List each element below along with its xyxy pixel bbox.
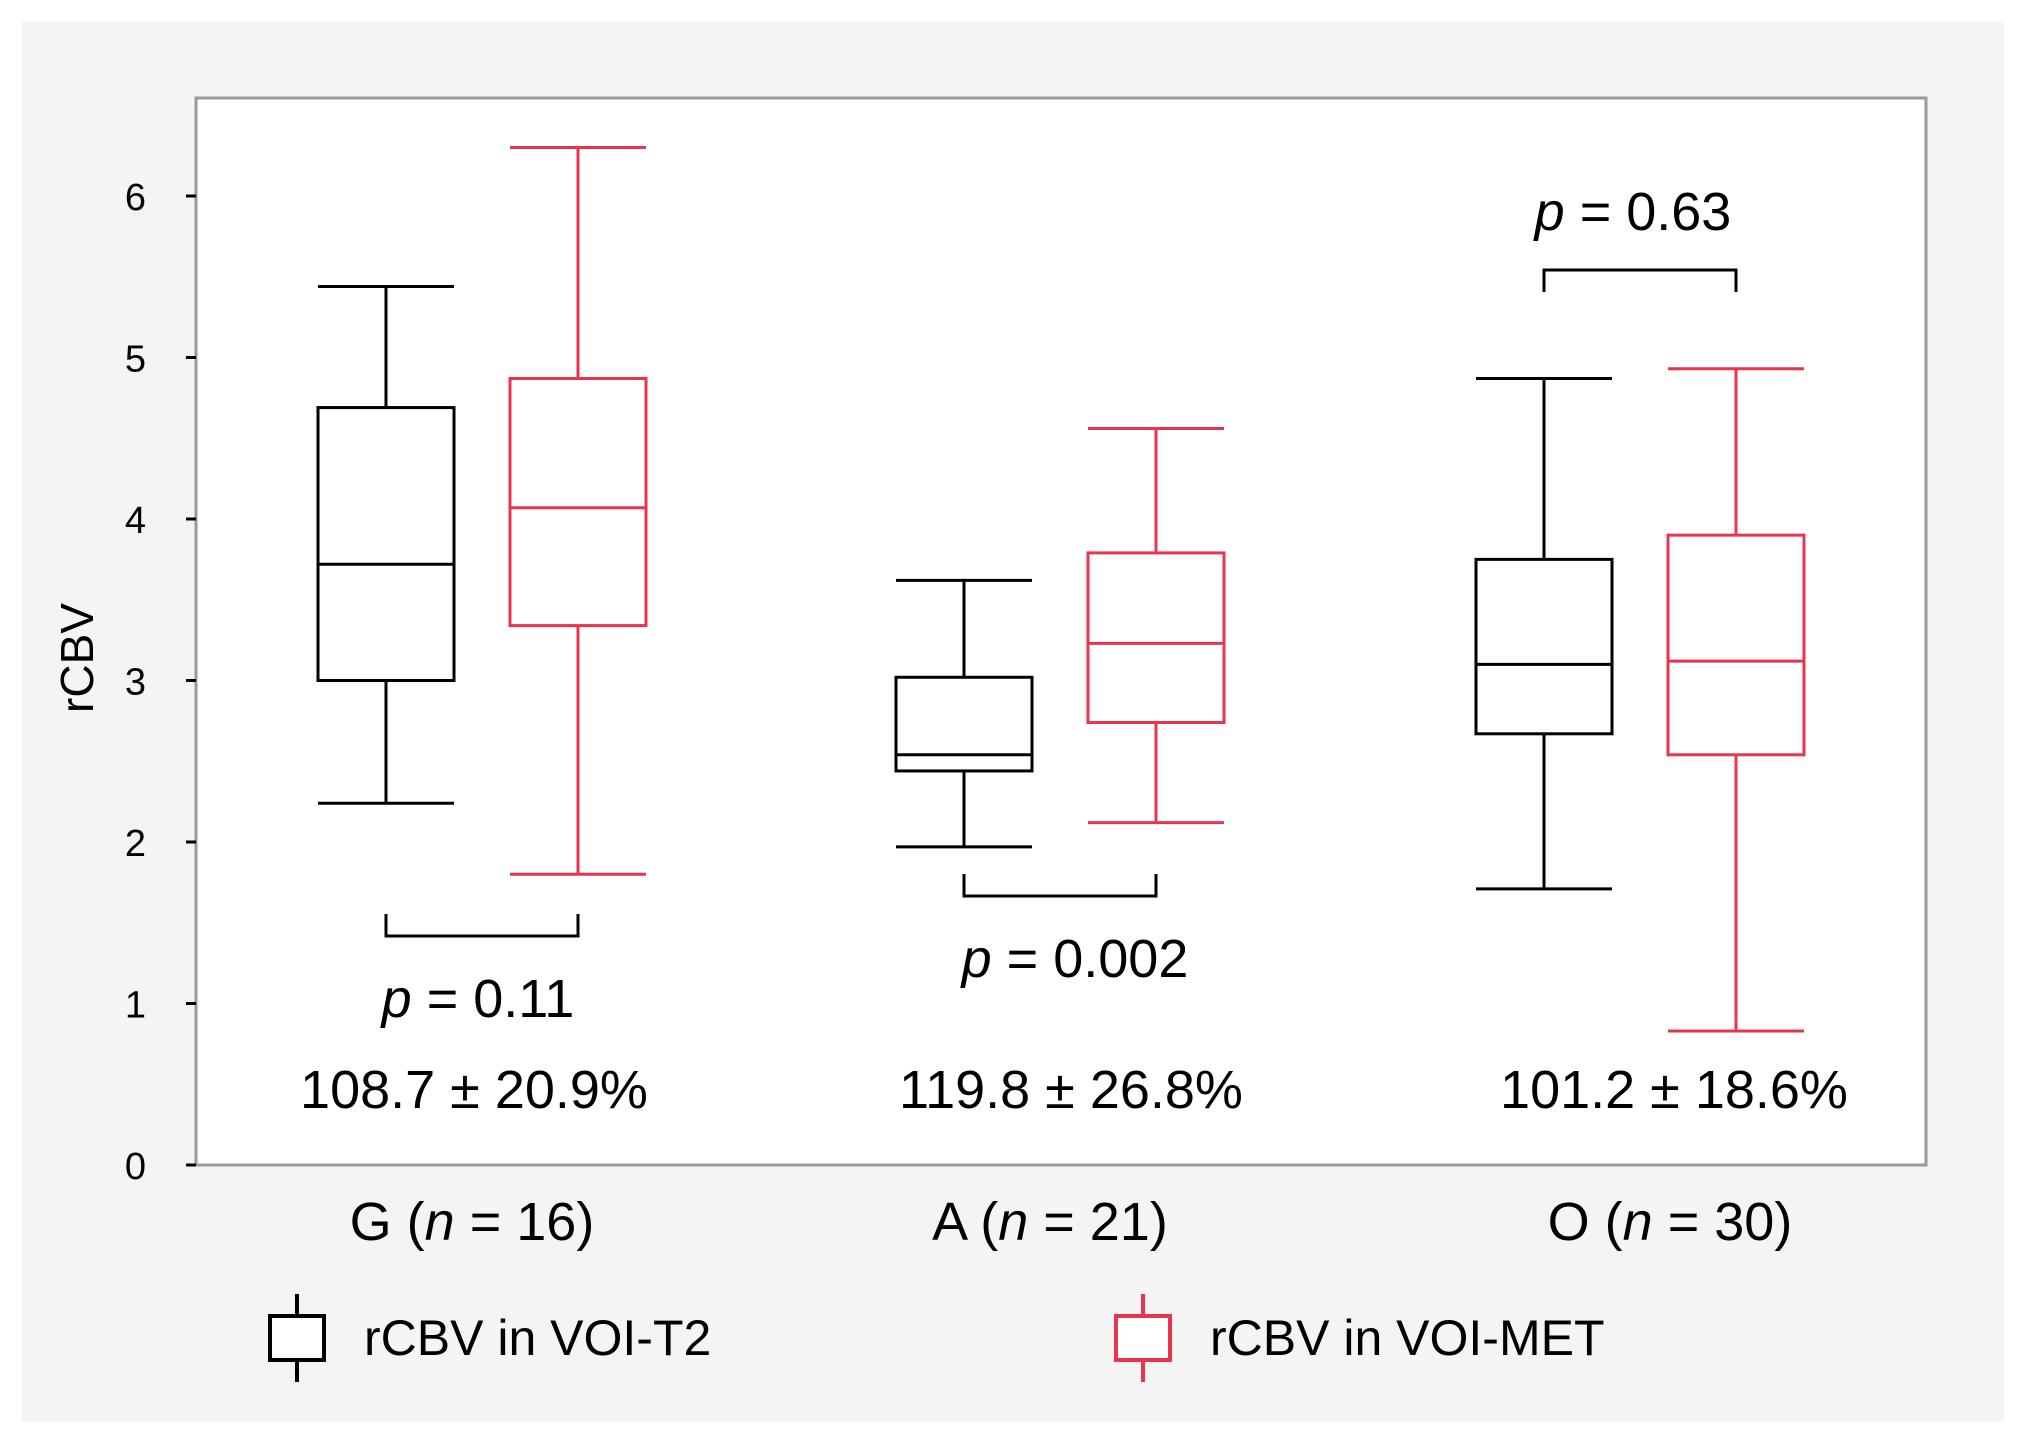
x-category-label-2: O (n = 30) xyxy=(1548,1192,1793,1252)
legend-item-met: rCBV in VOI-MET xyxy=(1114,1294,1604,1382)
box-met-2 xyxy=(1666,367,1806,1033)
y-tick-label-1: 1 xyxy=(125,985,146,1027)
p-value-label-0: p = 0.11 xyxy=(380,969,575,1029)
x-axis-category-labels: G (n = 16) A (n = 21) O (n = 30) xyxy=(350,1192,1793,1252)
p-value-label-2: p = 0.63 xyxy=(1533,182,1732,242)
box-met-0 xyxy=(508,146,648,876)
x-category-label-0: G (n = 16) xyxy=(350,1192,595,1252)
box-t2-1 xyxy=(894,578,1034,849)
box-t2-0 xyxy=(316,284,456,805)
x-category-label-1: A (n = 21) xyxy=(932,1192,1168,1252)
box-series xyxy=(316,146,1806,1033)
box-t2-2 xyxy=(1474,376,1614,891)
significance-bracket-1 xyxy=(962,874,1158,898)
y-tick-label-3: 3 xyxy=(125,662,146,704)
plot-area xyxy=(194,96,1928,1167)
y-tick-label-4: 4 xyxy=(125,500,146,542)
series-voi-t2 xyxy=(316,284,1614,891)
legend-label-met: rCBV in VOI-MET xyxy=(1210,1310,1604,1366)
iqr-box xyxy=(1474,557,1614,736)
legend: rCBV in VOI-T2 rCBV in VOI-MET xyxy=(268,1294,1604,1382)
y-axis: 0 1 2 3 4 5 6 xyxy=(125,177,196,1188)
series-voi-met xyxy=(508,146,1806,1033)
significance-bracket-0 xyxy=(384,914,580,938)
iqr-box xyxy=(508,376,648,628)
legend-swatch-t2 xyxy=(268,1314,326,1362)
iqr-box xyxy=(894,675,1034,773)
iqr-box xyxy=(316,406,456,682)
y-tick-label-5: 5 xyxy=(125,339,146,381)
iqr-box xyxy=(1086,551,1226,724)
legend-swatch-met xyxy=(1114,1314,1172,1362)
y-tick-label-6: 6 xyxy=(125,177,146,219)
percentage-label-2: 101.2 ± 18.6% xyxy=(1500,1060,1848,1120)
percentage-label-0: 108.7 ± 20.9% xyxy=(300,1060,648,1120)
y-axis-label: rCBV xyxy=(51,603,103,713)
legend-label-t2: rCBV in VOI-T2 xyxy=(364,1310,711,1366)
box-met-1 xyxy=(1086,427,1226,825)
significance-bracket-2 xyxy=(1542,268,1738,292)
y-tick-label-0: 0 xyxy=(125,1146,146,1188)
legend-item-t2: rCBV in VOI-T2 xyxy=(268,1294,711,1382)
percentage-label-1: 119.8 ± 26.8% xyxy=(899,1060,1243,1120)
annotations: p = 0.11 108.7 ± 20.9% p = 0.002 119.8 ± 26… xyxy=(300,182,1848,1120)
iqr-box xyxy=(1666,533,1806,757)
p-value-label-1: p = 0.002 xyxy=(960,929,1189,989)
y-tick-label-2: 2 xyxy=(125,823,146,865)
